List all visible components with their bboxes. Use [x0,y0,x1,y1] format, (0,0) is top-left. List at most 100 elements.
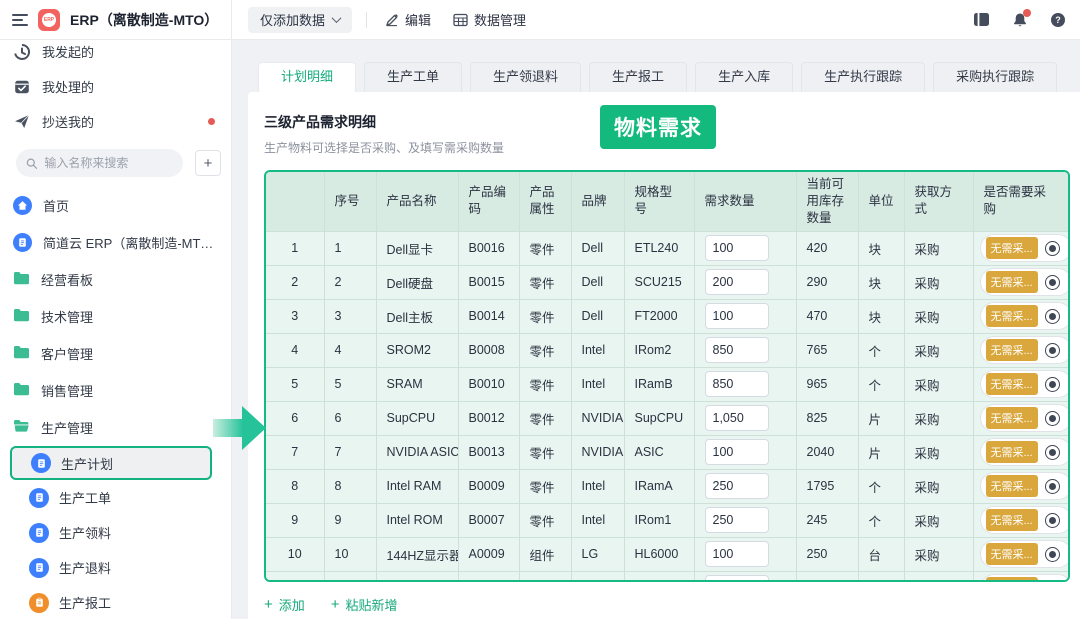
demand-quantity-input[interactable] [704,541,769,568]
sidebar: 我发起的 我处理的 抄送我的 + 首页 [0,40,232,619]
no-purchase-badge: 无需采... [985,543,1038,566]
sequence-cell: 4 [324,333,377,368]
purchase-select[interactable]: 无需采... [979,302,1068,331]
radio-target-icon[interactable] [1044,410,1060,426]
sidebar-search[interactable] [16,149,183,177]
help-button[interactable]: ? [1050,12,1066,28]
sidebar-item-tech-manage[interactable]: 技术管理 [0,298,231,335]
demand-quantity-input[interactable] [704,575,769,580]
demand-table: 序号 产品名称 产品编码 产品属性 品牌 规格型号 需求数量 当前可用库存数量 单位 获取方式 是否… [264,170,1070,582]
stock-cell: 470 [796,299,859,334]
demand-quantity-input[interactable] [704,371,769,398]
radio-target-icon[interactable] [1045,581,1060,582]
radio-target-icon[interactable] [1044,478,1060,494]
purchase-select[interactable]: 无需采... [979,574,1068,582]
notification-dot [1023,8,1031,17]
demand-quantity-input[interactable] [704,269,769,296]
sidebar-item-cc-me[interactable]: 抄送我的 [0,104,231,139]
table-row: 6 6 SupCPU B0012 零件 NVIDIA SupCPU 825 [266,401,1068,436]
add-row-button[interactable]: + 添加 [264,595,305,614]
sidebar-item-sales-manage[interactable]: 销售管理 [0,372,231,409]
purchase-select[interactable]: 无需采... [979,268,1068,297]
column-header: 是否需要采购 [973,172,1068,232]
purchase-select[interactable]: 无需采... [979,438,1068,467]
purchase-select[interactable]: 无需采... [979,506,1068,535]
radio-target-icon[interactable] [1044,444,1060,460]
sidebar-item-my-todo[interactable]: 我处理的 [0,69,231,104]
notifications-button[interactable] [1012,8,1031,28]
tab[interactable]: 生产领退料 [470,62,582,92]
demand-quantity-input[interactable] [704,473,769,500]
row-number-cell: 8 [266,469,325,504]
tab[interactable]: 生产入库 [695,62,794,92]
radio-target-icon[interactable] [1044,274,1060,290]
sidebar-item-production-picking[interactable]: 生产领料 [0,515,231,550]
purchase-select[interactable]: 无需采... [979,404,1068,433]
brand-cell: Dell [571,265,625,300]
demand-quantity-input[interactable] [704,235,769,262]
product-attr-cell: 零件 [519,469,572,504]
stock-cell: 965 [796,367,859,402]
edit-label: 编辑 [405,13,432,28]
radio-target-icon[interactable] [1044,240,1060,256]
radio-target-icon[interactable] [1044,376,1060,392]
demand-quantity-input[interactable] [704,337,769,364]
need-purchase-cell: 无需采... [973,571,1068,582]
sidebar-item-production-manage[interactable]: 生产管理 [0,409,231,446]
tab[interactable]: 生产执行跟踪 [801,62,926,92]
brand-cell: 雷蛇 [571,571,625,580]
initiated-icon [14,43,30,60]
tab[interactable]: 计划明细 [258,62,357,92]
demand-quantity-input[interactable] [704,303,769,330]
radio-target-icon[interactable] [1044,512,1060,528]
tab[interactable]: 生产工单 [364,62,463,92]
sidebar-item-business-board[interactable]: 经营看板 [0,261,231,298]
sidebar-item-production-workorder[interactable]: 生产工单 [0,480,231,515]
purchase-select[interactable]: 无需采... [979,234,1068,263]
brand-cell: Intel [571,469,625,504]
add-app-button[interactable]: + [195,150,221,176]
demand-quantity-input[interactable] [704,507,769,534]
demand-cell [694,265,797,300]
sequence-cell: 2 [324,265,377,300]
collapse-menu-icon[interactable] [12,13,28,26]
directory-button[interactable] [973,12,990,27]
demand-quantity-input[interactable] [704,439,769,466]
radio-target-icon[interactable] [1044,342,1060,358]
data-manage-button[interactable]: 数据管理 [449,10,530,29]
purchase-select[interactable]: 无需采... [979,336,1068,365]
tab[interactable]: 生产报工 [589,62,688,92]
paste-add-button[interactable]: + 粘贴新增 [331,595,398,614]
plus-icon: + [264,596,273,613]
sidebar-item-customer-manage[interactable]: 客户管理 [0,335,231,372]
sidebar-item-erp-app[interactable]: 简道云 ERP（离散制造-MTO）... [0,224,231,261]
tab[interactable]: 采购执行跟踪 [933,62,1058,92]
unit-cell: 片 [858,435,905,470]
data-grid-icon [453,13,468,26]
row-number-cell: 7 [266,435,325,470]
purchase-select[interactable]: 无需采... [979,540,1068,569]
add-data-only-button[interactable]: 仅添加数据 [248,6,353,33]
sidebar-item-label: 经营看板 [41,273,94,288]
row-number-cell: 9 [266,503,325,538]
model-cell: FT2000 [624,299,695,334]
content-card: 三级产品需求明细 生产物料可选择是否采购、及填写需采购数量 物料需求 [248,92,1080,619]
brand-cell: NVIDIA [571,401,625,436]
search-input[interactable] [44,156,173,170]
radio-target-icon[interactable] [1044,546,1060,562]
sidebar-item-my-initiated[interactable]: 我发起的 [0,40,231,69]
edit-button[interactable]: 编辑 [381,10,435,29]
sidebar-item-production-report[interactable]: 生产报工 [0,585,231,619]
table-row: 5 5 SRAM B0010 零件 Intel IRamB 965 个 [266,367,1068,402]
sidebar-item-production-plan[interactable]: 生产计划 [10,446,212,480]
sequence-cell: 1 [324,231,377,266]
no-purchase-badge: 无需采... [985,577,1038,580]
sidebar-item-production-return[interactable]: 生产退料 [0,550,231,585]
demand-quantity-input[interactable] [704,405,769,432]
purchase-select[interactable]: 无需采... [979,370,1068,399]
purchase-select[interactable]: 无需采... [979,472,1068,501]
row-number-cell: 11 [266,571,325,580]
radio-target-icon[interactable] [1044,308,1060,324]
sidebar-item-home[interactable]: 首页 [0,187,231,224]
product-code-cell: B0007 [458,503,520,538]
